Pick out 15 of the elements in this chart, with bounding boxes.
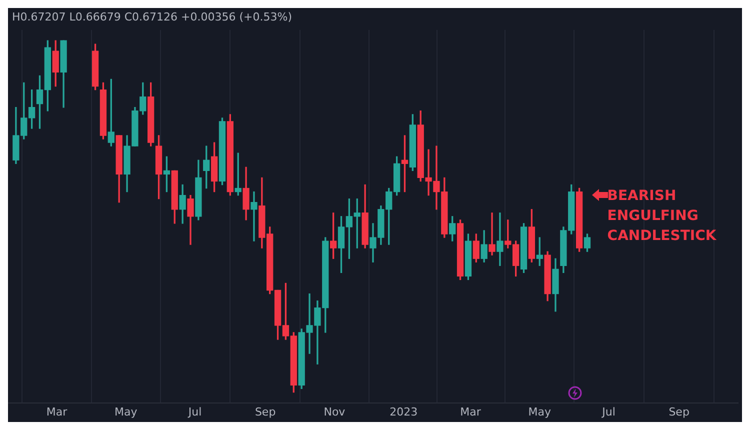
x-tick-label: May [528, 405, 552, 418]
x-tick-label: Nov [324, 405, 346, 418]
text: H0.67207 L0.66679 C0.67126 +0.00356 (+0.53%) [12, 10, 292, 24]
candlestick [488, 212, 496, 256]
x-tick-label: Jul [187, 405, 202, 418]
x-tick-label: May [114, 405, 138, 418]
x-tick-label: 2023 [390, 405, 418, 418]
x-tick-label: Mar [460, 405, 482, 418]
candlestick [250, 191, 258, 242]
x-tick-label: Mar [46, 405, 68, 418]
annotation: BEARISH ENGULFING CANDLESTICK [607, 188, 718, 244]
x-tick-label: Sep [254, 405, 276, 418]
x-tick-label: Jul [601, 405, 616, 418]
candlestick [496, 212, 504, 266]
x-tick-label: Sep [668, 405, 690, 418]
